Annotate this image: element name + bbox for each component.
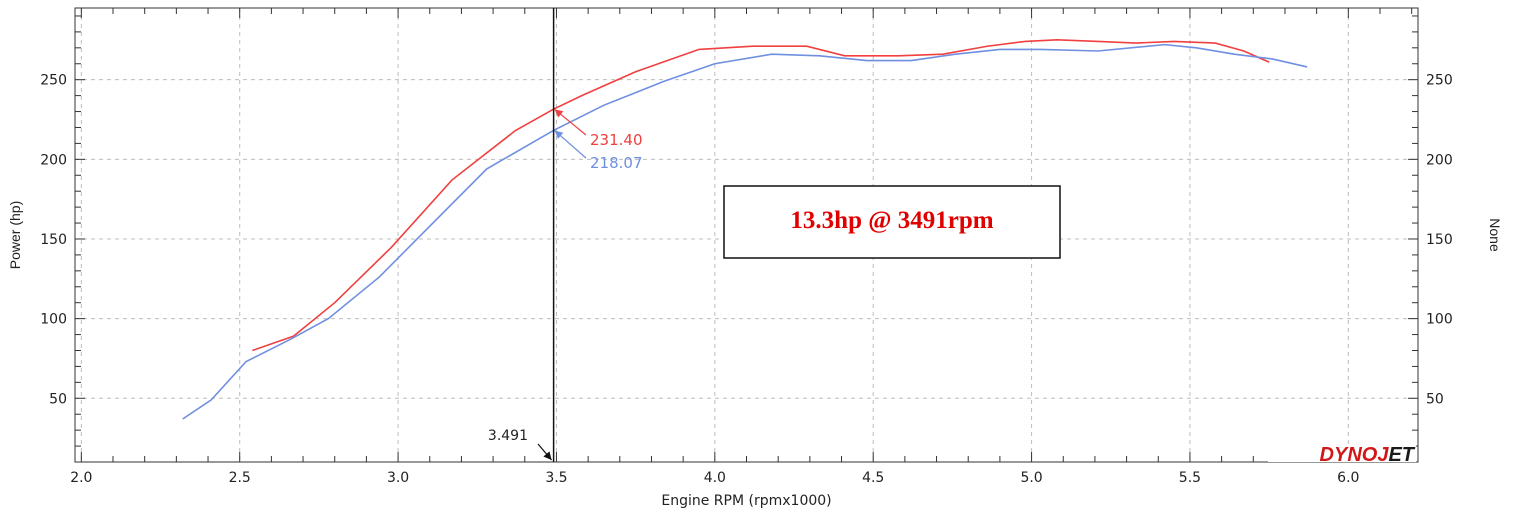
y-tick-label: 200 (40, 152, 67, 168)
y-tick-label: 150 (40, 232, 67, 248)
data-label: 218.07 (590, 154, 643, 172)
annotation-border (723, 185, 1061, 259)
annotation-text: 13.3hp @ 3491rpm (790, 207, 993, 234)
x-tick-label: 4.0 (704, 470, 726, 486)
series-line-1 (182, 43, 1308, 420)
y2-tick-label: 50 (1426, 391, 1444, 407)
data-label-arrow-head (554, 130, 564, 139)
x-tick-label: 2.0 (70, 470, 92, 486)
x-tick-label: 2.5 (229, 470, 251, 486)
x-tick-label: 6.0 (1337, 470, 1359, 486)
logo-background (1268, 444, 1416, 462)
y2-tick-label: 200 (1426, 152, 1453, 168)
x-tick-label: 4.5 (862, 470, 884, 486)
x-axis-title: Engine RPM (rpmx1000) (661, 493, 831, 509)
cursor-x-label: 3.491 (488, 428, 528, 444)
y2-tick-label: 250 (1426, 73, 1453, 89)
y2-axis-title: None (1487, 218, 1503, 252)
logo-jet-part: ET (1388, 444, 1415, 466)
series-line-0 (252, 39, 1270, 352)
y-tick-label: 50 (49, 391, 67, 407)
x-tick-label: 3.5 (545, 470, 567, 486)
x-tick-labels: 2.0 2.5 3.0 3.5 4.0 4.5 5.0 5.5 6.0 (70, 470, 1359, 486)
minor-ticks (75, 8, 1418, 463)
data-label-arrow-head (554, 109, 564, 118)
y-tick-labels: 50 50 100 100 150 150 200 200 250 250 (40, 73, 1452, 408)
logo-text: DYNOJET (1320, 444, 1416, 466)
annotation-box: 13.3hp @ 3491rpm (723, 185, 1061, 259)
x-tick-label: 5.0 (1020, 470, 1042, 486)
y2-tick-label: 150 (1426, 232, 1453, 248)
plot-frame (74, 7, 1419, 463)
x-tick-label: 3.0 (387, 470, 409, 486)
series-layer (182, 39, 1308, 420)
data-label: 231.40 (590, 131, 643, 149)
y-tick-label: 250 (40, 73, 67, 89)
data-label-layer: 231.40 218.07 3.491 (488, 108, 643, 461)
y-axis-title: Power (hp) (7, 201, 23, 269)
cursor-label-arrow-head (543, 451, 552, 460)
y2-tick-label: 100 (1426, 312, 1453, 328)
y-tick-label: 100 (40, 312, 67, 328)
logo-dyno-part: DYNOJ (1320, 444, 1390, 466)
dynojet-logo: DYNOJET (1268, 444, 1416, 466)
x-tick-label: 5.5 (1179, 470, 1201, 486)
